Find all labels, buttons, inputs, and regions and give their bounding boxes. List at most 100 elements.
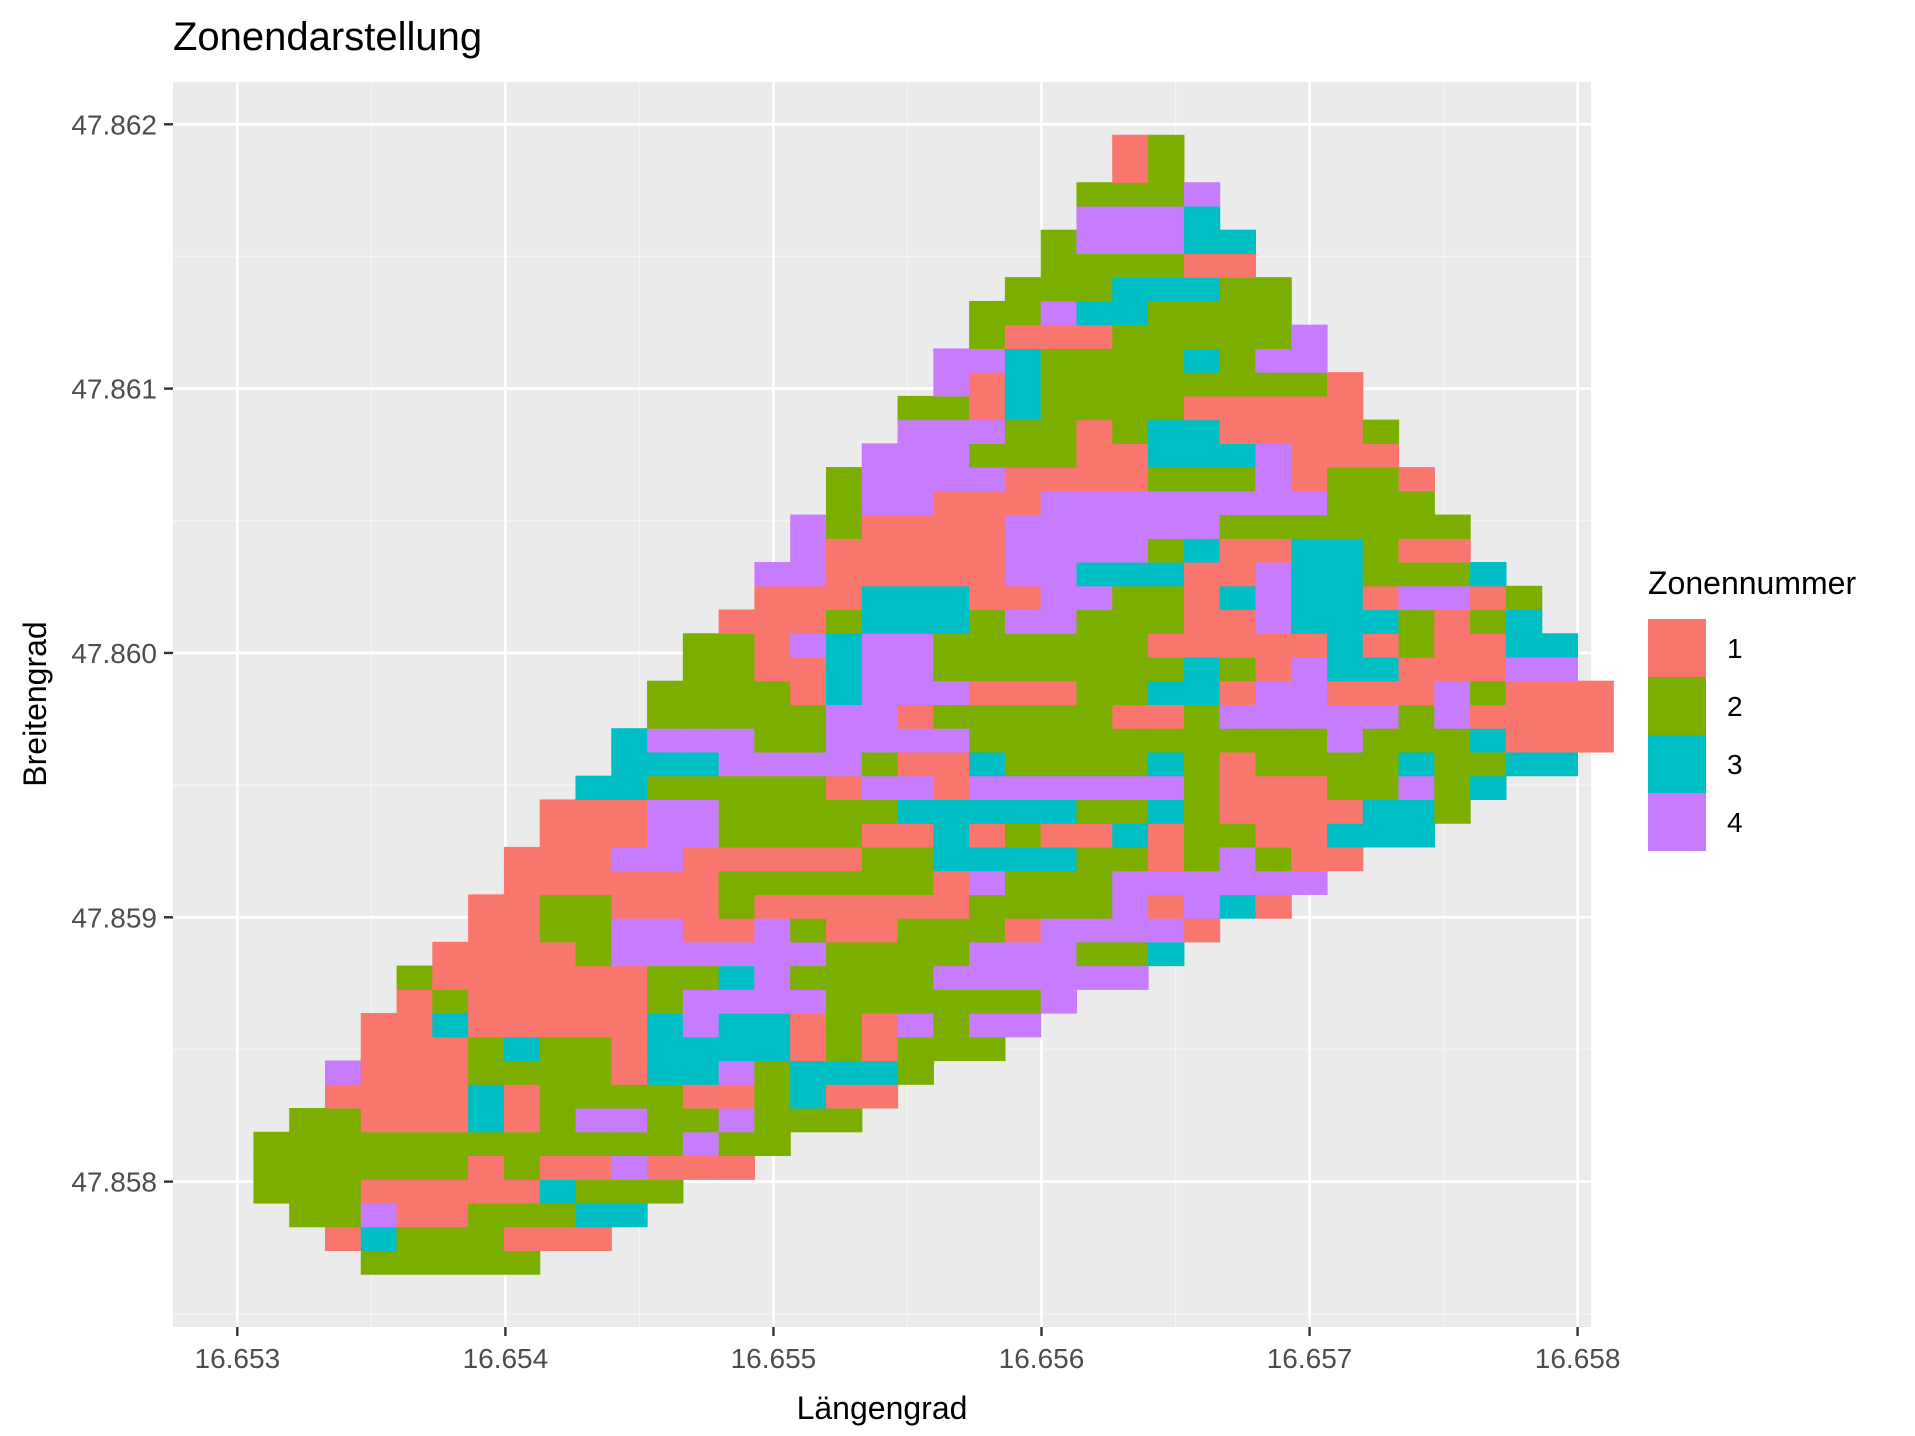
zone-cell [754, 1013, 791, 1038]
zone-cell [969, 395, 1006, 421]
zone-cell [1004, 514, 1042, 539]
zone-cell [1148, 823, 1185, 848]
zone-cell [1362, 585, 1400, 611]
zone-cell [1112, 538, 1149, 563]
zone-cell [754, 823, 791, 848]
zone-cell [1470, 728, 1507, 753]
zone-cell [1255, 514, 1292, 539]
zone-cell [1112, 965, 1149, 990]
zone-cell [718, 775, 756, 800]
zone-cell [1219, 490, 1256, 516]
zone-cell [682, 775, 720, 800]
zone-cell [1398, 799, 1435, 824]
zone-cell [539, 870, 577, 895]
zone-cell [1004, 1013, 1042, 1038]
legend-swatch-2 [1648, 677, 1706, 735]
zone-cell [647, 775, 684, 800]
zone-cell [1040, 395, 1078, 421]
zone-cell [1255, 680, 1292, 706]
zone-cell [575, 775, 612, 800]
zone-cell [1183, 372, 1221, 397]
zone-cell [682, 1107, 720, 1133]
zone-cell [1004, 300, 1042, 326]
zone-cell [897, 728, 934, 753]
zone-cell [1183, 300, 1221, 326]
zone-cell [682, 656, 720, 682]
zone-cell [933, 609, 970, 634]
zone-cell [1398, 490, 1435, 516]
zone-cell [1148, 443, 1185, 468]
zone-cell [503, 941, 541, 967]
legend-swatch-1 [1648, 619, 1706, 677]
zone-cell [503, 1060, 541, 1085]
legend-label-1: 1 [1727, 633, 1743, 664]
zone-cell [969, 514, 1006, 539]
zone-cell [1076, 467, 1113, 492]
zone-cell [754, 775, 791, 800]
y-axis-ticks: 47.858 47.859 47.860 47.861 47.862 [71, 109, 173, 1198]
zone-cell [1112, 443, 1149, 468]
zone-cell [1076, 823, 1113, 848]
zone-cell [1148, 894, 1185, 919]
zone-cell [933, 467, 970, 492]
zone-cell [1255, 728, 1292, 753]
zone-cell [718, 1060, 756, 1085]
y-tick-label: 47.861 [71, 374, 157, 405]
x-axis-ticks: 16.653 16.654 16.655 16.656 16.657 16.658 [195, 1327, 1620, 1374]
zone-cell [754, 656, 791, 682]
zone-cell [897, 1013, 934, 1038]
legend-title: Zonennummer [1648, 565, 1856, 601]
zone-cell [1076, 585, 1113, 611]
zone-cell [1505, 704, 1543, 729]
zone-cell [682, 704, 720, 729]
zone-cell [682, 989, 720, 1014]
zone-cell [718, 799, 756, 824]
zone-cell [647, 918, 684, 943]
zone-cell [611, 823, 648, 848]
zone-cell [1183, 253, 1221, 278]
zone-cell [969, 846, 1006, 872]
zone-cell [969, 348, 1006, 373]
zone-cell [1183, 277, 1221, 302]
zone-cell [897, 562, 934, 587]
zone-cell [360, 1036, 398, 1062]
zone-cell [861, 918, 899, 943]
zone-cell [611, 846, 648, 872]
zone-cell [1004, 894, 1042, 919]
zone-cell [1255, 823, 1292, 848]
zone-cell [1291, 751, 1328, 777]
zone-cell [861, 443, 899, 468]
zone-cell [1291, 324, 1328, 349]
zone-cell [1148, 277, 1185, 302]
zone-cell [1040, 846, 1078, 872]
zone-cell [1183, 585, 1221, 611]
zone-cell [1112, 514, 1149, 539]
zone-cell [1326, 799, 1364, 824]
zone-cell [1362, 823, 1400, 848]
zone-cell [1040, 490, 1078, 516]
zone-cell [1148, 846, 1185, 872]
zone-cell [825, 467, 863, 492]
zone-cell [861, 989, 899, 1014]
zone-cell [647, 989, 684, 1014]
zone-cell [647, 965, 684, 990]
zone-cell [790, 609, 827, 634]
zone-cell [790, 1107, 827, 1133]
zone-cell [1434, 514, 1471, 539]
zone-cell [1040, 870, 1078, 895]
zone-cell [1505, 728, 1543, 753]
zone-cell [1040, 609, 1078, 634]
zone-cell [754, 965, 791, 990]
zone-cell [969, 1036, 1006, 1062]
zone-cell [825, 846, 863, 872]
zone-cell [861, 514, 899, 539]
zone-cell [1291, 704, 1328, 729]
zone-cell [1291, 395, 1328, 421]
zone-cell [1398, 467, 1435, 492]
zone-cell [933, 799, 970, 824]
zone-cell [825, 751, 863, 777]
zone-cell [432, 941, 469, 967]
zone-cell [790, 751, 827, 777]
zone-cell [1291, 823, 1328, 848]
zone-cell [503, 1250, 541, 1275]
